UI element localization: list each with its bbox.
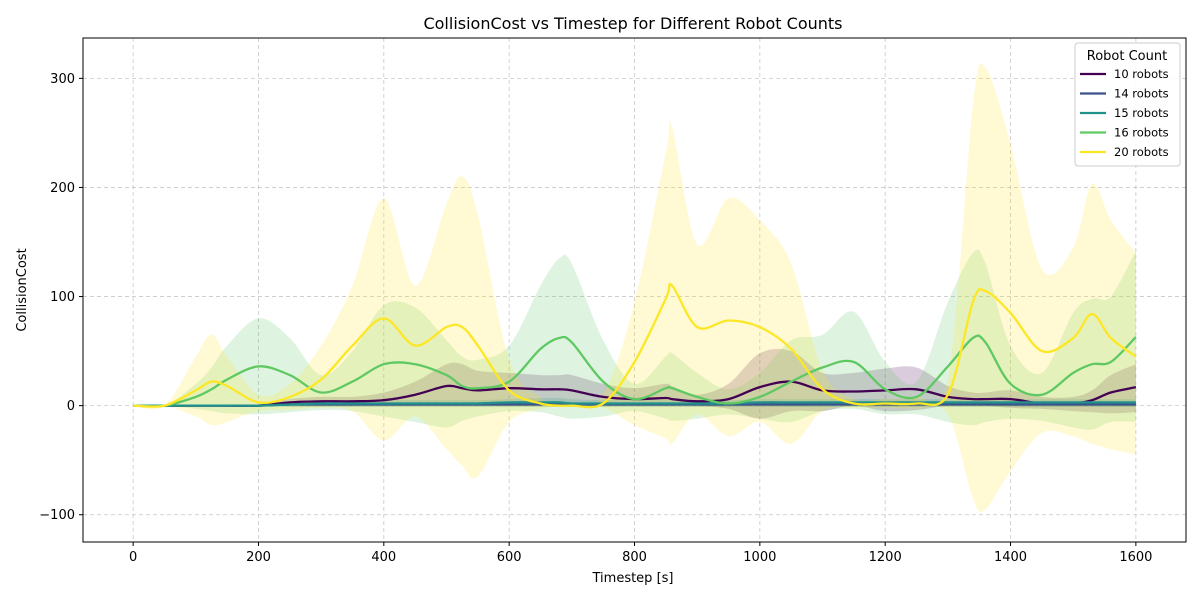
y-axis-label: CollisionCost: [15, 248, 30, 331]
y-tick-label: −100: [39, 508, 75, 523]
legend-label-3: 15 robots: [1114, 106, 1169, 120]
legend-label-4: 16 robots: [1114, 126, 1169, 140]
legend-label-1: 10 robots: [1114, 67, 1169, 81]
band-series-4: [133, 249, 1136, 430]
y-tick-label: 300: [50, 72, 75, 87]
x-tick-label: 200: [246, 550, 271, 565]
axis-ticks: 0 200 400 600 800 1000 1200 1400 1600 −100 0 100 200…: [39, 72, 1152, 565]
x-tick-label: 1200: [869, 550, 902, 565]
legend-label-2: 14 robots: [1114, 87, 1169, 101]
y-tick-label: 100: [50, 290, 75, 305]
x-tick-label: 800: [622, 550, 647, 565]
line-series-5: [133, 282, 1137, 409]
legend-label-5: 20 robots: [1114, 145, 1169, 159]
x-tick-label: 1400: [994, 550, 1027, 565]
x-axis-label: Timestep [s]: [592, 571, 674, 586]
y-tick-label: 200: [50, 181, 75, 196]
legend: Robot Count 10 robots 14 robots 15 robots 1…: [1074, 42, 1181, 167]
chart-title: CollisionCost vs Timestep for Different …: [423, 14, 842, 33]
line-series-4: [133, 334, 1137, 408]
y-tick-label: 0: [67, 399, 75, 414]
x-tick-label: 0: [129, 550, 137, 565]
x-tick-label: 400: [371, 550, 396, 565]
x-tick-label: 600: [497, 550, 522, 565]
series-lines: [133, 282, 1137, 409]
x-tick-label: 1600: [1119, 550, 1152, 565]
legend-title: Robot Count: [1087, 49, 1167, 64]
line-series-3: [133, 401, 1136, 407]
x-tick-label: 1000: [743, 550, 776, 565]
